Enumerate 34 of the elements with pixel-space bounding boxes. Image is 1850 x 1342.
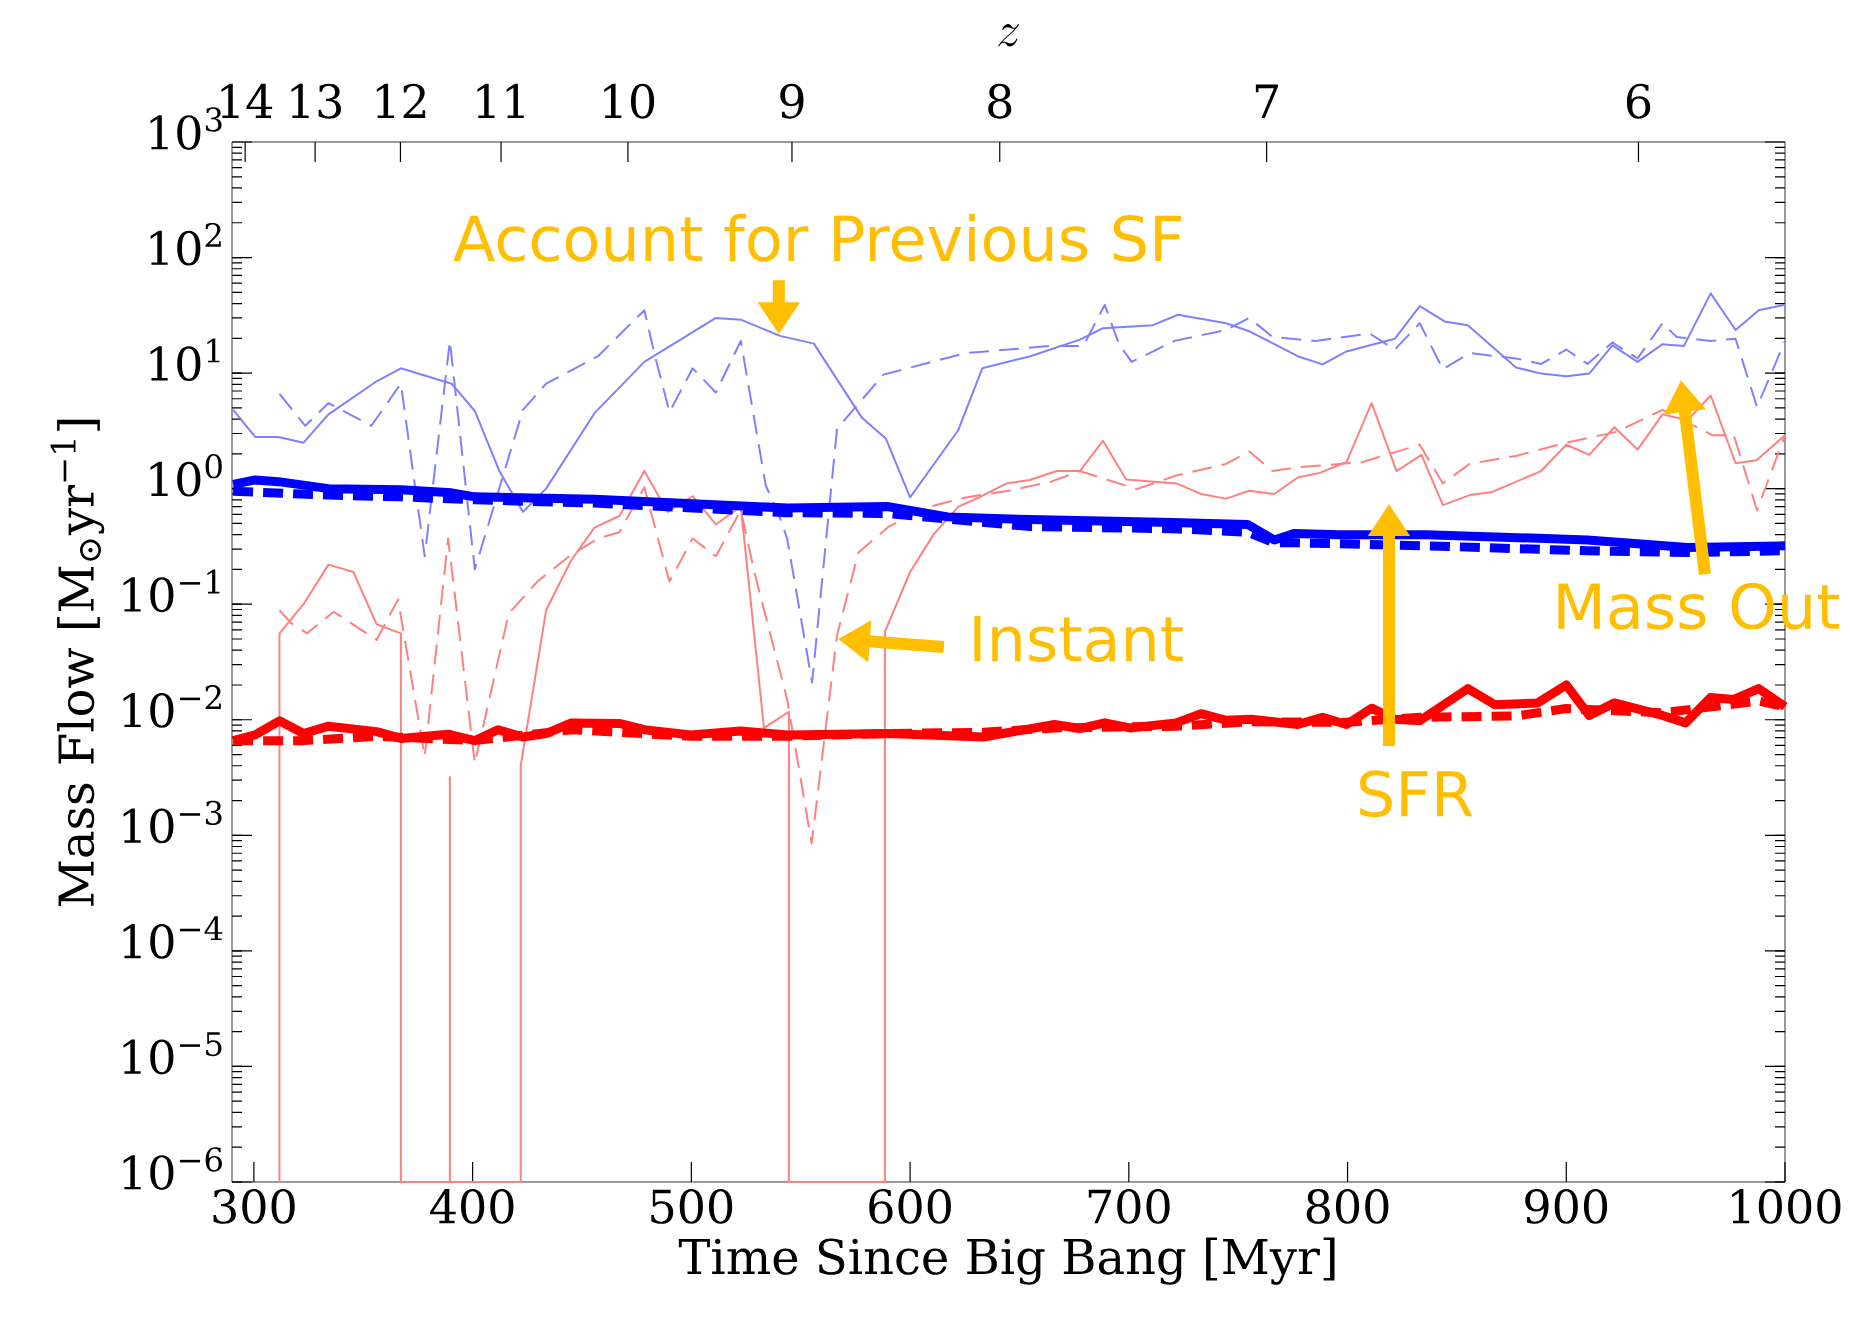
y-tick-label: 10$^{−4}$ [123, 916, 223, 959]
text: 12 [376, 83, 426, 118]
y-tick-label: 10$^{2}$ [150, 222, 221, 266]
text: 11 [477, 83, 524, 118]
y-tick-label: 10$^{3}$ [150, 107, 222, 150]
y-tick-label: 10$^{−5}$ [123, 1032, 222, 1075]
annotation: Mass Out [1558, 582, 1840, 630]
annotation: Account for Previous SF [453, 213, 1182, 262]
annotation: Instant [974, 615, 1183, 663]
y-tick-label: 10$^{−6}$ [123, 1147, 222, 1190]
x2-axis-title: $z$ [998, 24, 1019, 47]
y-tick-label: 10$^{0}$ [150, 454, 222, 497]
text: 9 [780, 83, 804, 119]
text: 14 [221, 83, 273, 118]
x-tick-label: 300 [213, 1189, 295, 1224]
y-tick-label: 10$^{−2}$ [123, 685, 221, 728]
text: 6 [1626, 83, 1651, 119]
text: 8 [988, 83, 1012, 119]
x-tick-label: 800 [1306, 1189, 1389, 1224]
y-axis-title: Mass Flow [M$_{⊙}$yr$^{−1}$] [50, 419, 105, 906]
x-tick-label: 400 [430, 1189, 514, 1224]
x-tick-label: 1000 [1732, 1189, 1841, 1224]
x-tick-label: 900 [1525, 1189, 1608, 1224]
x-tick-label: 700 [1088, 1189, 1170, 1224]
annotation: SFR [1360, 770, 1473, 818]
y-tick-label: 10$^{−1}$ [123, 569, 220, 613]
x-axis-title: Time Since Big Bang [Myr] [678, 1237, 1335, 1285]
y-tick-label: 10$^{−3}$ [123, 800, 222, 844]
text: 10 [604, 83, 655, 119]
x-tick-label: 500 [651, 1189, 733, 1224]
text: 13 [291, 83, 341, 119]
x-tick-label: 600 [869, 1189, 951, 1224]
y-tick-label: 10$^{1}$ [150, 338, 220, 382]
text: 7 [1255, 84, 1278, 118]
